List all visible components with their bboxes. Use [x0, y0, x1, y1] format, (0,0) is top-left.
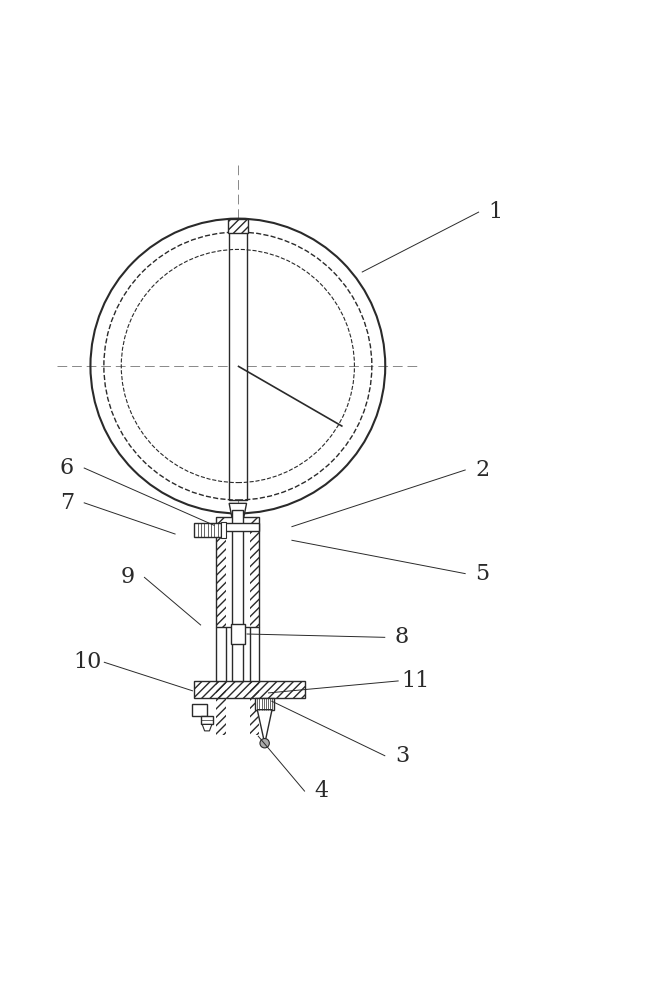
Bar: [250, 681, 259, 734]
Text: 11: 11: [401, 670, 429, 692]
Bar: [232, 510, 243, 634]
Bar: [192, 704, 207, 716]
Bar: [231, 624, 245, 644]
Text: 7: 7: [60, 492, 74, 514]
Bar: [216, 523, 259, 531]
Bar: [228, 219, 248, 233]
Bar: [229, 219, 247, 500]
Polygon shape: [257, 710, 272, 743]
Circle shape: [260, 739, 269, 748]
Bar: [216, 681, 226, 734]
Bar: [194, 523, 221, 537]
Bar: [255, 698, 274, 710]
Bar: [201, 716, 213, 724]
Text: 3: 3: [395, 745, 409, 767]
Polygon shape: [229, 503, 247, 517]
Bar: [192, 704, 207, 716]
Bar: [216, 517, 226, 627]
Text: 6: 6: [60, 457, 74, 479]
Text: 1: 1: [488, 201, 503, 223]
Text: 10: 10: [73, 651, 101, 673]
Text: 4: 4: [314, 780, 329, 802]
Text: 5: 5: [475, 563, 490, 585]
Polygon shape: [202, 724, 212, 731]
Bar: [194, 681, 305, 698]
Bar: [216, 517, 259, 627]
Text: 8: 8: [395, 626, 409, 648]
Circle shape: [90, 219, 385, 513]
Bar: [228, 219, 248, 233]
Bar: [232, 627, 243, 681]
Text: 9: 9: [120, 566, 135, 588]
Bar: [194, 681, 305, 698]
Text: 2: 2: [475, 459, 490, 481]
Bar: [250, 517, 259, 627]
Bar: [221, 522, 226, 538]
